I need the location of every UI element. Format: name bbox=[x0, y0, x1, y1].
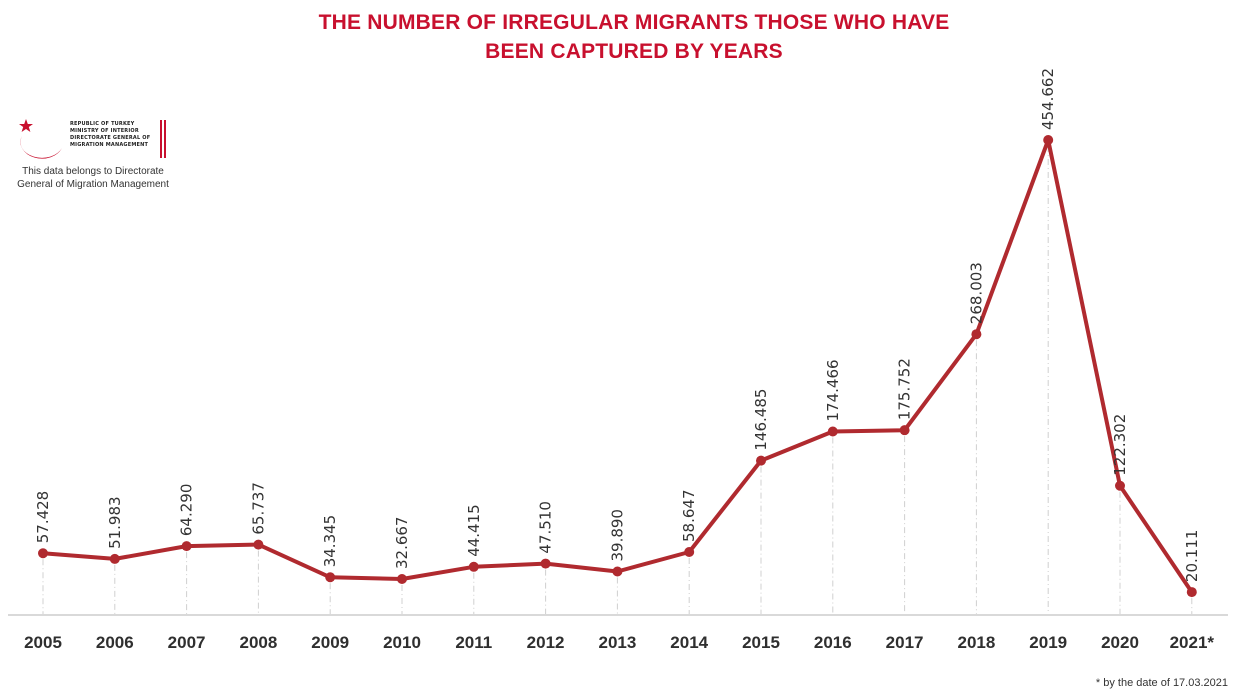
x-tick-label: 2018 bbox=[957, 633, 995, 652]
chart-title-line-1: THE NUMBER OF IRREGULAR MIGRANTS THOSE W… bbox=[318, 11, 950, 34]
data-label: 65.737 bbox=[249, 482, 267, 535]
data-label: 44.415 bbox=[465, 504, 483, 557]
x-tick-label: 2020 bbox=[1101, 633, 1139, 652]
chart-title-line-2: BEEN CAPTURED BY YEARS bbox=[485, 40, 783, 63]
data-point bbox=[971, 329, 982, 340]
data-label: 122.302 bbox=[1111, 414, 1129, 476]
data-label: 51.983 bbox=[106, 496, 124, 549]
x-tick-label: 2006 bbox=[96, 633, 134, 652]
data-point bbox=[38, 548, 48, 559]
data-label: 64.290 bbox=[178, 484, 196, 537]
data-point bbox=[899, 425, 910, 436]
logo-divider-2 bbox=[164, 120, 166, 158]
data-label: 146.485 bbox=[752, 389, 770, 451]
x-tick-label: 2014 bbox=[670, 633, 708, 652]
data-point bbox=[109, 553, 120, 564]
data-point bbox=[325, 572, 336, 583]
logo-text: REPUBLIC OF TURKEY MINISTRY OF INTERIOR … bbox=[70, 121, 150, 149]
logo-line-4: MIGRATION MANAGEMENT bbox=[70, 142, 149, 148]
x-tick-label: 2013 bbox=[598, 633, 636, 652]
x-tick-label: 2017 bbox=[886, 633, 924, 652]
data-label: 58.647 bbox=[680, 489, 698, 542]
logo-line-2: MINISTRY OF INTERIOR bbox=[70, 128, 139, 134]
data-label: 32.667 bbox=[393, 517, 411, 570]
footnote: * by the date of 17.03.2021 bbox=[1095, 677, 1228, 689]
data-label: 47.510 bbox=[537, 501, 555, 554]
data-point bbox=[181, 541, 192, 552]
data-label: 454.662 bbox=[1039, 68, 1057, 130]
data-label: 34.345 bbox=[321, 515, 339, 568]
x-tick-label: 2011 bbox=[455, 633, 492, 652]
data-point bbox=[1043, 135, 1054, 145]
x-tick-label: 2007 bbox=[168, 633, 206, 652]
data-point bbox=[756, 455, 766, 466]
data-label: 20.111 bbox=[1183, 530, 1201, 583]
data-point bbox=[253, 539, 264, 550]
data-label: 174.466 bbox=[824, 359, 842, 421]
crescent-star-icon bbox=[19, 119, 62, 159]
data-point bbox=[468, 561, 479, 572]
logo-line-3: DIRECTORATE GENERAL OF bbox=[70, 135, 151, 141]
data-point bbox=[1115, 480, 1125, 491]
x-tick-label: 2021* bbox=[1170, 633, 1215, 652]
logo-line-1: REPUBLIC OF TURKEY bbox=[70, 121, 135, 127]
data-label: 39.890 bbox=[608, 509, 626, 562]
data-point bbox=[827, 426, 838, 437]
x-tick-label: 2009 bbox=[311, 633, 349, 652]
x-tick-label: 2012 bbox=[527, 633, 565, 652]
data-label: 57.428 bbox=[34, 491, 52, 544]
data-point bbox=[397, 574, 407, 585]
logo-note-line-1: This data belongs to Directorate bbox=[22, 166, 164, 177]
data-label: 268.003 bbox=[967, 262, 985, 324]
data-point bbox=[540, 558, 551, 569]
x-tick-label: 2010 bbox=[383, 633, 421, 652]
logo-note-line-2: General of Migration Management bbox=[17, 179, 169, 190]
x-tick-label: 2016 bbox=[814, 633, 852, 652]
x-tick-label: 2005 bbox=[24, 633, 62, 652]
logo-divider bbox=[160, 120, 162, 158]
data-label: 175.752 bbox=[896, 358, 914, 420]
data-point bbox=[684, 546, 695, 557]
ministry-logo: REPUBLIC OF TURKEY MINISTRY OF INTERIOR … bbox=[8, 116, 208, 196]
data-point bbox=[1186, 587, 1197, 598]
logo-note: This data belongs to Directorate General… bbox=[8, 165, 178, 191]
x-tick-label: 2015 bbox=[742, 633, 780, 652]
x-tick-label: 2008 bbox=[239, 633, 277, 652]
x-tick-label: 2019 bbox=[1029, 633, 1067, 652]
chart-title: THE NUMBER OF IRREGULAR MIGRANTS THOSE W… bbox=[0, 8, 1240, 66]
data-point bbox=[612, 566, 623, 577]
